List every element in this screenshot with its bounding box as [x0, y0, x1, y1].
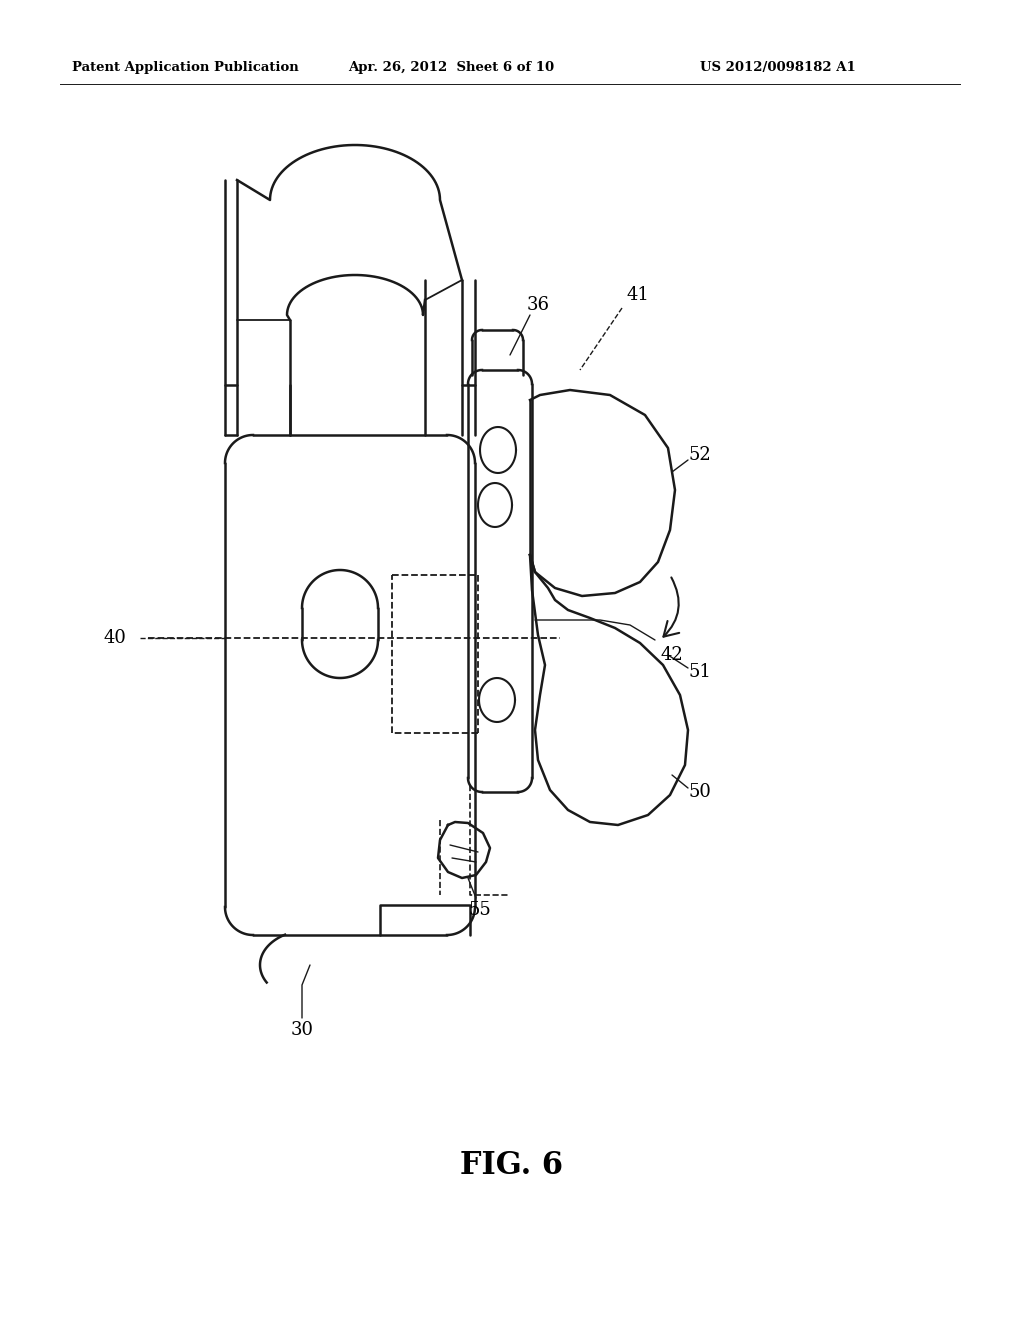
FancyArrowPatch shape [664, 577, 679, 636]
Text: 40: 40 [103, 630, 126, 647]
Text: 55: 55 [469, 902, 492, 919]
Text: 41: 41 [627, 286, 649, 304]
Text: 30: 30 [291, 1020, 313, 1039]
Text: 36: 36 [526, 296, 550, 314]
Text: 42: 42 [660, 645, 683, 664]
Text: 51: 51 [688, 663, 712, 681]
Text: FIG. 6: FIG. 6 [461, 1150, 563, 1180]
Text: Patent Application Publication: Patent Application Publication [72, 62, 299, 74]
Text: 52: 52 [688, 446, 712, 465]
Text: 50: 50 [688, 783, 712, 801]
Text: US 2012/0098182 A1: US 2012/0098182 A1 [700, 62, 856, 74]
Text: Apr. 26, 2012  Sheet 6 of 10: Apr. 26, 2012 Sheet 6 of 10 [348, 62, 554, 74]
